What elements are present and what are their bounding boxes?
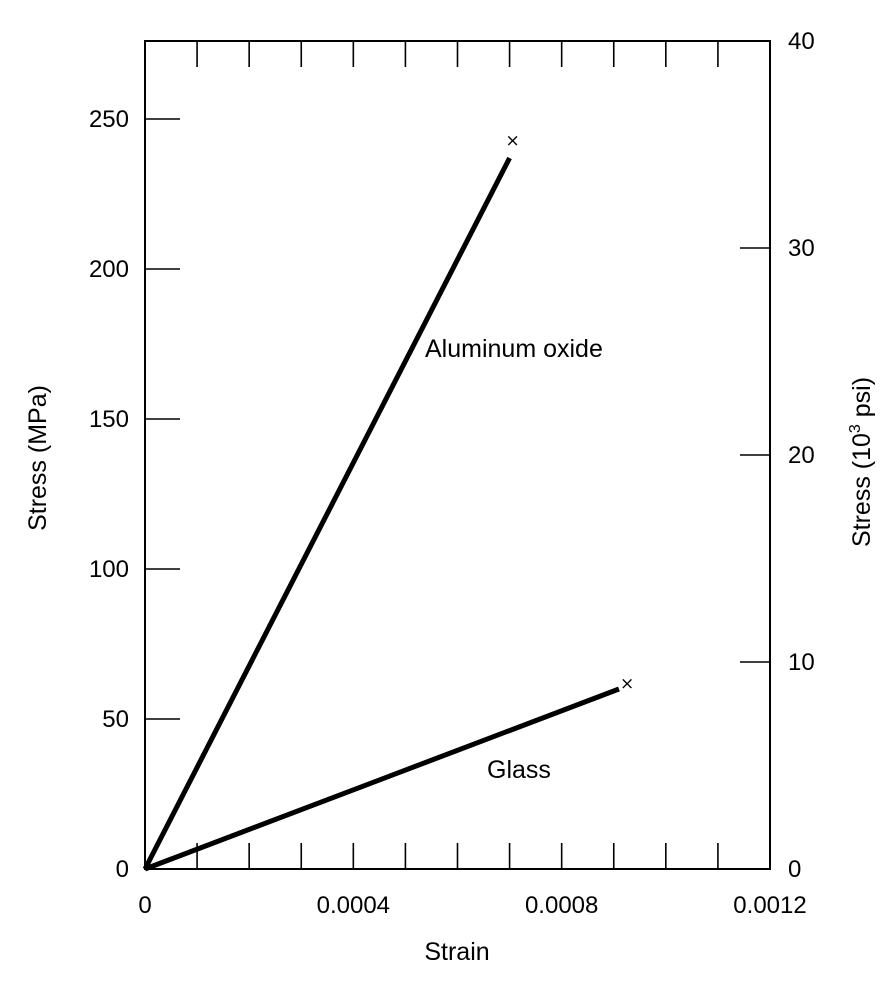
right-y-axis-ticks <box>740 247 770 663</box>
series-label-glass: Glass <box>487 756 551 784</box>
left-y-axis-ticks <box>145 118 180 720</box>
plot-frame <box>144 40 771 870</box>
x-tick-label: 0 <box>138 892 151 919</box>
right-y-axis-title: Stress (103 psi) <box>847 377 876 547</box>
left-y-tick-label: 150 <box>89 406 129 433</box>
left-y-tick-label: 0 <box>116 856 129 883</box>
right-y-axis-title-end: psi) <box>848 377 876 424</box>
left-y-tick-label: 200 <box>89 256 129 283</box>
series-line-aluminum-oxide <box>142 156 512 871</box>
left-y-axis-tick-labels: 0 50 100 150 200 250 <box>89 106 129 883</box>
right-y-tick-label: 20 <box>788 442 815 469</box>
right-y-axis-tick-labels: 0 10 20 30 40 <box>788 28 815 883</box>
x-axis-tick-labels: 0 0.0004 0.0008 0.0012 <box>138 892 806 919</box>
right-y-axis-title-main: Stress (10 <box>848 433 876 547</box>
right-y-tick-label: 10 <box>788 649 815 676</box>
left-y-axis-title: Stress (MPa) <box>24 385 52 531</box>
x-axis-ticks <box>196 41 719 869</box>
x-axis-title: Strain <box>424 938 489 966</box>
fracture-marker-glass: × <box>620 674 634 694</box>
right-y-tick-label: 0 <box>788 856 801 883</box>
x-tick-label: 0.0004 <box>317 892 390 919</box>
x-tick-label: 0.0008 <box>525 892 598 919</box>
x-tick-label: 0.0012 <box>733 892 806 919</box>
fracture-marker-aluminum-oxide: × <box>505 131 519 151</box>
right-y-tick-label: 30 <box>788 235 815 262</box>
left-y-tick-label: 50 <box>102 706 129 733</box>
left-y-tick-label: 100 <box>89 556 129 583</box>
right-y-axis-title-sup: 3 <box>847 424 864 433</box>
series-group: ×× <box>142 131 634 872</box>
series-line-glass <box>144 686 620 872</box>
series-label-aluminum-oxide: Aluminum oxide <box>425 335 603 363</box>
left-y-tick-label: 250 <box>89 106 129 133</box>
right-y-tick-label: 40 <box>788 28 815 55</box>
